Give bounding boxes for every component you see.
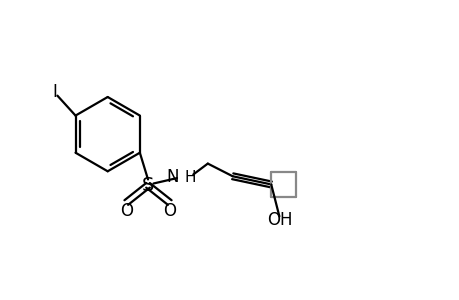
Text: S: S [141, 176, 154, 195]
Text: I: I [53, 83, 57, 101]
Text: O: O [119, 202, 133, 220]
Text: O: O [163, 202, 176, 220]
Text: N: N [166, 168, 179, 186]
Text: OH: OH [266, 211, 291, 229]
Text: H: H [184, 170, 196, 185]
